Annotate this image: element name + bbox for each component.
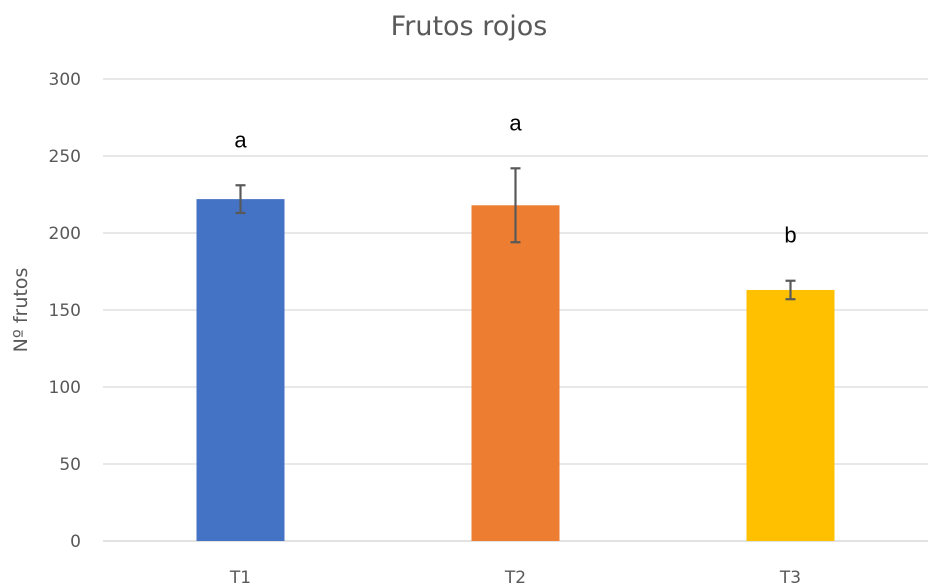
x-tick-label-T2: T2 — [504, 568, 526, 587]
y-tick-label-150: 150 — [49, 301, 81, 321]
y-tick-label-200: 200 — [49, 224, 81, 244]
significance-label-T2: a — [509, 110, 522, 135]
bar-T3 — [746, 289, 835, 541]
y-axis-tick-labels: 0 50 100 150 200 250 300 — [49, 70, 81, 552]
chart-title: Frutos rojos — [391, 11, 548, 42]
error-bars — [235, 167, 796, 301]
x-axis-tick-labels: T1 T2 T3 — [229, 568, 801, 587]
bars — [196, 199, 835, 541]
y-tick-label-50: 50 — [59, 455, 81, 475]
y-tick-label-300: 300 — [49, 70, 81, 90]
x-tick-label-T3: T3 — [779, 568, 801, 587]
y-tick-label-0: 0 — [70, 532, 81, 552]
x-tick-label-T1: T1 — [229, 568, 251, 587]
significance-labels: a a b — [234, 110, 796, 247]
error-bar-T1 — [235, 184, 246, 215]
error-bar-T2 — [510, 167, 521, 244]
significance-label-T3: b — [784, 223, 796, 248]
significance-label-T1: a — [234, 127, 247, 152]
bar-T2 — [471, 205, 560, 541]
bar-T1 — [196, 199, 285, 541]
y-axis-title: Nº frutos — [10, 268, 32, 353]
error-bar-T3 — [785, 279, 796, 301]
y-tick-label-100: 100 — [49, 378, 81, 398]
y-tick-label-250: 250 — [49, 147, 81, 167]
